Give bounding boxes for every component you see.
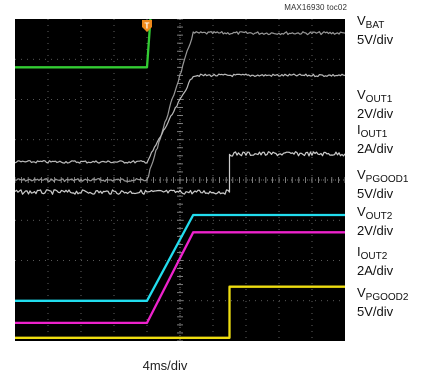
timebase-label: 4ms/div (142, 358, 188, 373)
scope-plot: T (15, 19, 345, 341)
channel-symbol: V (357, 167, 366, 182)
channel-label-iout2: IOUT2 2A/div (357, 245, 393, 278)
channel-label-vout1: VOUT1 2V/div (357, 88, 393, 121)
channel-label-vout2: VOUT2 2V/div (357, 205, 393, 238)
channel-symbol: V (357, 13, 366, 28)
trace-vpgood1 (15, 151, 345, 195)
channel-subscript: OUT1 (365, 94, 393, 105)
channel-label-vpgood2: VPGOOD2 5V/div (357, 286, 408, 319)
channel-scale: 5V/div (357, 304, 394, 319)
channel-scale: 5V/div (357, 32, 394, 47)
trace-iout1 (15, 73, 345, 164)
channel-symbol: V (357, 204, 366, 219)
trace-vout2 (15, 213, 345, 302)
channel-label-iout1: IOUT1 2A/div (357, 123, 393, 156)
channel-scale: 5V/div (357, 186, 394, 201)
channel-subscript: PGOOD2 (365, 292, 409, 303)
channel-symbol: V (357, 87, 366, 102)
channel-subscript: OUT2 (365, 211, 393, 222)
channel-subscript: OUT1 (360, 129, 388, 140)
trigger-marker-label: T (145, 22, 150, 31)
channel-scale: 2A/div (357, 141, 394, 156)
channel-subscript: OUT2 (360, 251, 388, 262)
channel-subscript: BAT (365, 20, 385, 31)
trigger-marker-icon (142, 20, 152, 32)
oscilloscope-screen: T (15, 19, 345, 341)
trace-vout1 (15, 31, 345, 183)
channel-scale: 2V/div (357, 223, 394, 238)
channel-scale: 2A/div (357, 263, 394, 278)
trace-iout2 (15, 231, 345, 325)
channel-label-vpgood1: VPGOOD1 5V/div (357, 168, 408, 201)
channel-scale: 2V/div (357, 106, 394, 121)
channel-symbol: V (357, 285, 366, 300)
channel-subscript: PGOOD1 (365, 174, 409, 185)
channel-symbol: I (357, 244, 361, 259)
channel-symbol: I (357, 122, 361, 137)
figure-id: MAX16930 toc02 (284, 3, 347, 12)
trace-vpgood2 (15, 285, 345, 339)
channel-label-vbat: VBAT 5V/div (357, 14, 393, 47)
